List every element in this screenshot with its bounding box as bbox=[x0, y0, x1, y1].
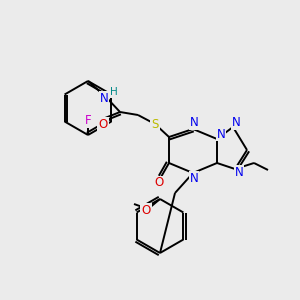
Text: N: N bbox=[190, 172, 198, 184]
Text: N: N bbox=[217, 128, 225, 140]
Text: S: S bbox=[151, 118, 159, 130]
Text: N: N bbox=[235, 166, 243, 178]
Text: N: N bbox=[190, 116, 198, 130]
Text: F: F bbox=[85, 115, 91, 128]
Text: N: N bbox=[232, 116, 240, 130]
Text: H: H bbox=[110, 87, 118, 97]
Text: O: O bbox=[141, 203, 151, 217]
Text: O: O bbox=[98, 118, 108, 130]
Text: O: O bbox=[154, 176, 164, 190]
Text: N: N bbox=[100, 92, 108, 104]
